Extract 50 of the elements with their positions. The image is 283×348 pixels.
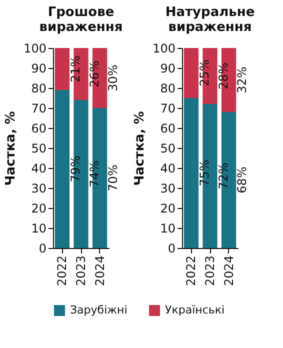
y-tick-label: 100 — [24, 42, 46, 56]
x-tick-label: 2023 — [203, 256, 217, 286]
y-axis-title: Частка, % — [132, 111, 148, 186]
data-label: 25% — [198, 60, 212, 86]
data-label: 72% — [216, 162, 230, 190]
data-label: 68% — [235, 166, 250, 194]
bar — [54, 48, 70, 90]
y-tick-label: 70 — [160, 102, 176, 116]
y-tick-label: 0 — [38, 242, 46, 256]
y-tick-label: 60 — [160, 122, 176, 136]
legend-label: Зарубіжні — [70, 304, 128, 317]
legend-label: Українські — [165, 304, 225, 317]
data-label: 79% — [68, 156, 83, 182]
bar — [54, 90, 70, 248]
y-tick-label: 40 — [160, 162, 176, 176]
y-tick-label: 80 — [31, 82, 46, 96]
y-axis-title: Частка, % — [4, 111, 19, 186]
y-tick-label: 80 — [160, 82, 176, 96]
data-label: 21% — [68, 56, 83, 82]
data-label: 32% — [235, 66, 250, 94]
data-label: 74% — [87, 160, 102, 188]
y-tick-label: 50 — [31, 142, 46, 156]
y-tick-label: 40 — [31, 162, 46, 176]
data-label: 70% — [106, 164, 120, 192]
data-label: 26% — [87, 60, 102, 88]
chart-title: Грошове вираження — [39, 5, 123, 35]
data-label: 75% — [198, 160, 212, 186]
x-tick-label: 2022 — [184, 256, 198, 286]
y-tick-label: 90 — [160, 62, 176, 76]
data-label: 28% — [216, 62, 230, 90]
x-tick-label: 2022 — [55, 256, 70, 286]
data-label: 30% — [106, 64, 120, 92]
y-tick-label: 0 — [168, 242, 176, 256]
y-tick-label: 70 — [31, 102, 46, 116]
y-tick-label: 20 — [160, 202, 176, 216]
x-tick-label: 2023 — [74, 256, 88, 286]
y-tick-label: 10 — [31, 222, 46, 236]
y-tick-label: 60 — [31, 122, 46, 136]
bar — [184, 48, 199, 98]
y-tick-label: 90 — [31, 62, 46, 76]
y-tick-label: 100 — [152, 42, 176, 56]
y-tick-label: 20 — [31, 202, 46, 216]
x-tick-label: 2024 — [92, 256, 107, 286]
bar — [184, 98, 199, 248]
y-tick-label: 30 — [31, 182, 46, 196]
y-tick-label: 30 — [160, 182, 176, 196]
y-tick-label: 50 — [160, 142, 176, 156]
x-tick-label: 2024 — [222, 256, 236, 286]
y-tick-label: 10 — [160, 222, 176, 236]
chart-title: Натуральне вираження — [165, 5, 255, 35]
